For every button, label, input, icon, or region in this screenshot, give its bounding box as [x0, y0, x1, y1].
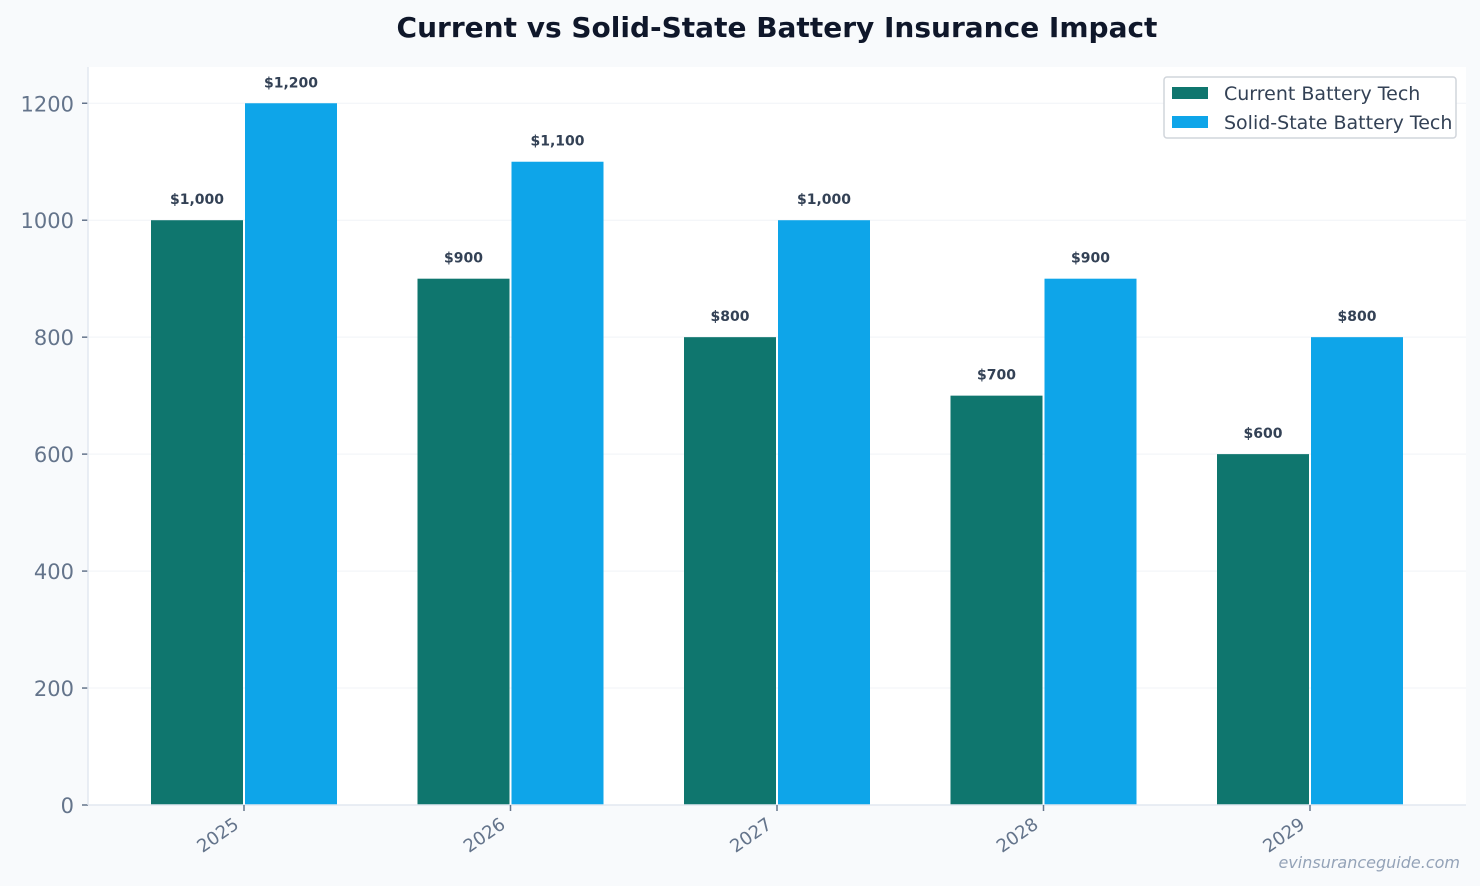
- bar-current-battery-tech2025: [151, 220, 243, 806]
- data-label: $1,000: [797, 192, 851, 208]
- bar-solid-state-battery-tech2026: [511, 161, 604, 805]
- legend-label: Current Battery Tech: [1224, 83, 1420, 105]
- y-tick-label: 0: [61, 794, 74, 818]
- data-label: $900: [1071, 251, 1110, 267]
- y-tick-label: 200: [34, 677, 74, 701]
- legend: Current Battery Tech Solid-State Battery …: [1163, 76, 1457, 139]
- bar-solid-state-battery-tech2027: [778, 220, 870, 806]
- y-tick-label: 1200: [21, 92, 74, 116]
- data-label: $700: [977, 368, 1016, 384]
- data-label: $900: [444, 251, 483, 267]
- legend-label: Solid-State Battery Tech: [1224, 112, 1452, 134]
- bar-current-battery-tech2027: [684, 337, 776, 805]
- y-tick-label: 800: [34, 326, 74, 350]
- chart-title: Current vs Solid-State Battery Insurance…: [397, 11, 1158, 44]
- y-tick-label: 400: [34, 560, 74, 584]
- data-label: $600: [1244, 426, 1283, 442]
- watermark: evinsuranceguide.com: [1278, 853, 1460, 872]
- bar-current-battery-tech2026: [417, 278, 510, 805]
- y-tick-label: 1000: [21, 209, 74, 233]
- bar-solid-state-battery-tech2028: [1044, 278, 1137, 805]
- data-label: $1,100: [530, 134, 584, 150]
- data-label: $1,000: [170, 192, 224, 208]
- bar-current-battery-tech2028: [950, 395, 1043, 805]
- data-label: $800: [1338, 309, 1377, 325]
- bar-solid-state-battery-tech2029: [1311, 337, 1403, 805]
- data-label: $800: [711, 309, 750, 325]
- bar-current-battery-tech2029: [1217, 454, 1309, 805]
- data-label: $1,200: [264, 75, 318, 91]
- legend-swatch: [1172, 116, 1208, 128]
- bar-solid-state-battery-tech2025: [245, 103, 337, 806]
- y-tick-label: 600: [34, 443, 74, 467]
- legend-box: [1163, 76, 1457, 139]
- legend-swatch: [1172, 87, 1208, 99]
